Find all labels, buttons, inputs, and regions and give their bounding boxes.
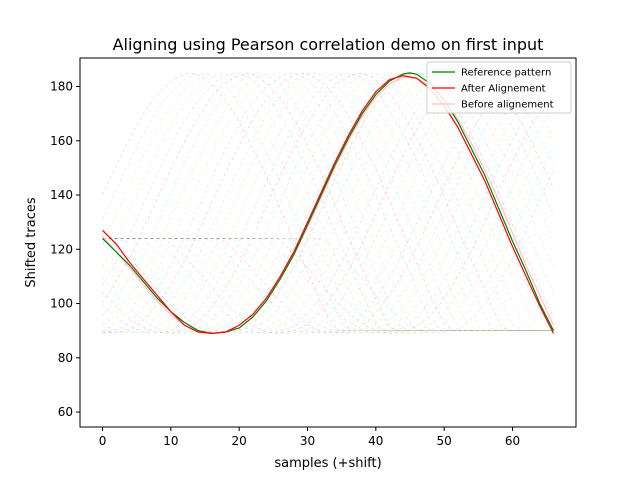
y-tick-label: 140: [50, 188, 73, 202]
background-trace: [102, 73, 554, 334]
background-traces: [102, 72, 554, 334]
background-trace: [102, 73, 554, 334]
y-tick-label: 100: [50, 297, 73, 311]
background-trace: [102, 73, 554, 331]
background-trace: [102, 72, 554, 334]
background-trace: [102, 73, 554, 333]
x-tick-label: 50: [437, 434, 452, 448]
legend-label-before: Before alignement: [461, 100, 554, 111]
x-tick-label: 0: [99, 434, 107, 448]
legend-label-after: After Alignement: [461, 84, 546, 95]
background-trace: [102, 72, 554, 331]
background-trace: [102, 73, 554, 333]
plot-frame: [79, 57, 577, 428]
x-tick-label: 40: [368, 434, 383, 448]
background-trace: [102, 73, 554, 331]
x-tick-label: 60: [505, 434, 520, 448]
background-trace: [102, 72, 554, 334]
series-layer: [102, 72, 555, 335]
y-axis: 60 80 100 120 140 160 180: [50, 79, 80, 419]
plot-background: [80, 58, 576, 427]
background-trace: [102, 72, 554, 334]
background-trace: [102, 73, 554, 331]
y-tick-label: 60: [58, 405, 73, 419]
background-trace: [102, 72, 554, 331]
legend: Reference pattern After Alignement Before …: [426, 61, 572, 114]
background-trace: [102, 72, 554, 331]
background-trace: [102, 73, 554, 333]
legend-label-reference: Reference pattern: [461, 68, 551, 79]
background-trace: [102, 73, 554, 334]
background-trace: [102, 81, 554, 334]
background-trace: [102, 72, 554, 334]
x-tick-label: 10: [163, 434, 178, 448]
y-tick-label: 180: [50, 79, 73, 93]
y-axis-label: Shifted traces: [24, 197, 39, 287]
background-trace: [102, 73, 554, 331]
background-trace: [102, 73, 554, 334]
x-tick-label: 20: [232, 434, 247, 448]
x-axis-label: samples (+shift): [274, 456, 381, 471]
background-trace: [102, 73, 554, 331]
legend-frame: [426, 61, 572, 114]
background-trace: [102, 73, 554, 333]
y-tick-label: 80: [58, 351, 73, 365]
background-trace: [102, 73, 554, 334]
background-trace: [102, 72, 554, 334]
background-trace: [102, 75, 554, 334]
series-line-before: [102, 76, 555, 335]
background-trace: [102, 147, 554, 334]
background-trace: [102, 73, 554, 334]
series-line-after: [102, 74, 555, 335]
chart-title: Aligning using Pearson correlation demo …: [113, 35, 544, 54]
y-tick-label: 160: [50, 134, 73, 148]
background-trace: [102, 72, 554, 331]
background-trace: [102, 126, 554, 334]
x-axis: 0 10 20 30 40 50 60: [99, 427, 520, 448]
background-trace: [102, 72, 554, 334]
background-trace: [102, 92, 554, 334]
background-trace: [102, 107, 554, 334]
y-tick-label: 120: [50, 242, 73, 256]
x-tick-label: 30: [300, 434, 315, 448]
series-line-reference: [102, 72, 555, 335]
